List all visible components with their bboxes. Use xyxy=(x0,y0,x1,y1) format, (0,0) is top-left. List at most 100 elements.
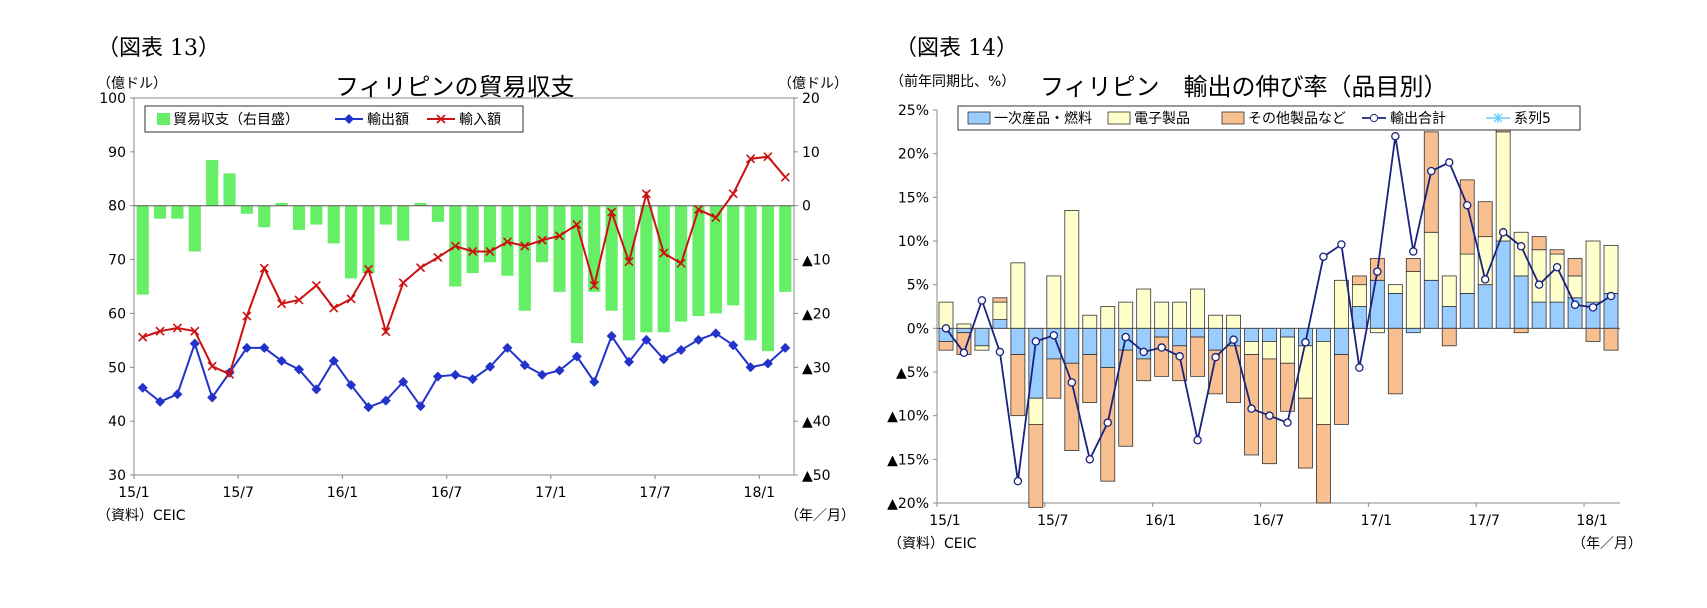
exports-point xyxy=(762,358,773,369)
trade-balance-bar xyxy=(657,205,670,333)
imports-point xyxy=(780,172,790,182)
trade-balance-bar xyxy=(605,205,618,311)
y-right-tick-label: ▲40 xyxy=(802,414,831,430)
imports-point xyxy=(207,361,217,371)
exports-point xyxy=(432,371,443,382)
trade-balance-bar xyxy=(431,205,445,222)
exports-point xyxy=(415,401,426,412)
trade-balance-bar xyxy=(188,205,201,252)
trade-balance-bar xyxy=(171,205,184,219)
trade-balance-bar xyxy=(275,203,288,206)
imports-point xyxy=(676,258,686,268)
figure-13-caption: （図表 13） xyxy=(97,36,220,61)
imports-line xyxy=(142,155,787,376)
trade-balance-bar xyxy=(622,205,636,341)
x-tick-label: 15/7 xyxy=(222,485,253,501)
exports-point xyxy=(294,364,304,375)
exports-point xyxy=(624,356,634,367)
y-right-tick-label: ▲20 xyxy=(802,306,831,322)
y-left-tick-label: 50 xyxy=(108,360,126,376)
trade-balance-bar xyxy=(570,205,583,344)
y-right-tick-label: ▲50 xyxy=(802,468,831,484)
y-left-tick-label: 100 xyxy=(99,91,126,107)
exports-point xyxy=(189,338,200,349)
trade-balance-bar xyxy=(727,205,740,306)
legend-swatch-trade-balance xyxy=(157,113,170,125)
exports-point xyxy=(172,389,183,400)
figure-14-caption: （図表 14） xyxy=(895,36,1018,61)
exports-point xyxy=(571,351,582,362)
x-tick-label: 15/1 xyxy=(118,485,149,501)
y-right-tick-label: 0 xyxy=(802,199,811,215)
imports-point xyxy=(381,327,391,337)
chart1-legend-box xyxy=(144,105,524,133)
trade-balance-bar xyxy=(310,205,323,225)
x-tick-label: 17/1 xyxy=(535,485,566,501)
trade-balance-bar xyxy=(692,205,705,317)
exports-point xyxy=(137,382,148,393)
chart1-right-unit: （億ドル） xyxy=(778,76,848,92)
chart1-source: （資料）CEIC xyxy=(97,508,186,524)
x-tick-label: 18/1 xyxy=(744,485,775,501)
imports-point xyxy=(242,311,252,321)
imports-point xyxy=(520,241,530,251)
trade-balance-bar xyxy=(588,205,601,292)
imports-point xyxy=(502,237,512,247)
trade-balance-bar xyxy=(640,205,653,333)
imports-point xyxy=(728,189,738,199)
trade-balance-bar xyxy=(379,205,392,225)
exports-point xyxy=(710,328,721,339)
imports-point xyxy=(172,323,182,333)
imports-point xyxy=(554,231,565,241)
imports-point xyxy=(363,264,374,274)
imports-point xyxy=(572,219,582,230)
exports-point xyxy=(276,355,287,366)
y-right-tick-label: ▲30 xyxy=(802,360,831,376)
legend-marker-exports xyxy=(344,114,354,124)
legend-label-trade-balance: 貿易収支（右目盛） xyxy=(173,112,299,128)
exports-point xyxy=(398,376,409,387)
imports-point xyxy=(537,235,547,245)
legend-marker-imports xyxy=(436,114,446,124)
trade-balance-bar xyxy=(553,205,566,292)
imports-point xyxy=(224,369,235,379)
trade-balance-bar xyxy=(483,205,497,263)
exports-point xyxy=(519,360,530,371)
imports-point xyxy=(294,295,304,305)
exports-point xyxy=(259,342,270,353)
exports-point xyxy=(676,345,687,356)
trade-balance-bar xyxy=(258,205,271,228)
exports-point xyxy=(728,340,739,351)
imports-point xyxy=(746,154,756,164)
exports-point xyxy=(363,402,374,413)
exports-point xyxy=(554,365,565,376)
y-right-tick-label: 10 xyxy=(802,145,820,161)
imports-point xyxy=(485,246,495,257)
exports-point xyxy=(606,331,617,342)
exports-point xyxy=(467,374,478,385)
imports-point xyxy=(607,207,617,217)
trade-balance-bar xyxy=(414,203,427,206)
exports-point xyxy=(241,342,252,353)
imports-point xyxy=(711,212,721,223)
imports-point xyxy=(190,326,200,336)
exports-point xyxy=(780,342,791,353)
exports-point xyxy=(537,369,548,380)
trade-balance-bar xyxy=(345,205,358,279)
trade-balance-bar xyxy=(397,205,410,241)
trade-balance-bar xyxy=(466,205,479,274)
trade-balance-bar xyxy=(153,205,167,219)
trade-balance-bar xyxy=(761,205,775,352)
legend-label-exports: 輸出額 xyxy=(367,112,409,128)
trade-balance-bar xyxy=(206,159,219,206)
trade-balance-bar xyxy=(744,205,757,341)
trade-balance-bar xyxy=(536,205,549,263)
imports-point xyxy=(589,280,599,290)
exports-point xyxy=(693,334,704,345)
trade-balance-bar xyxy=(292,205,306,230)
exports-point xyxy=(641,334,652,345)
exports-point xyxy=(380,395,391,406)
exports-point xyxy=(346,380,357,391)
imports-point xyxy=(659,248,669,258)
legend-label-imports: 輸入額 xyxy=(459,112,501,128)
